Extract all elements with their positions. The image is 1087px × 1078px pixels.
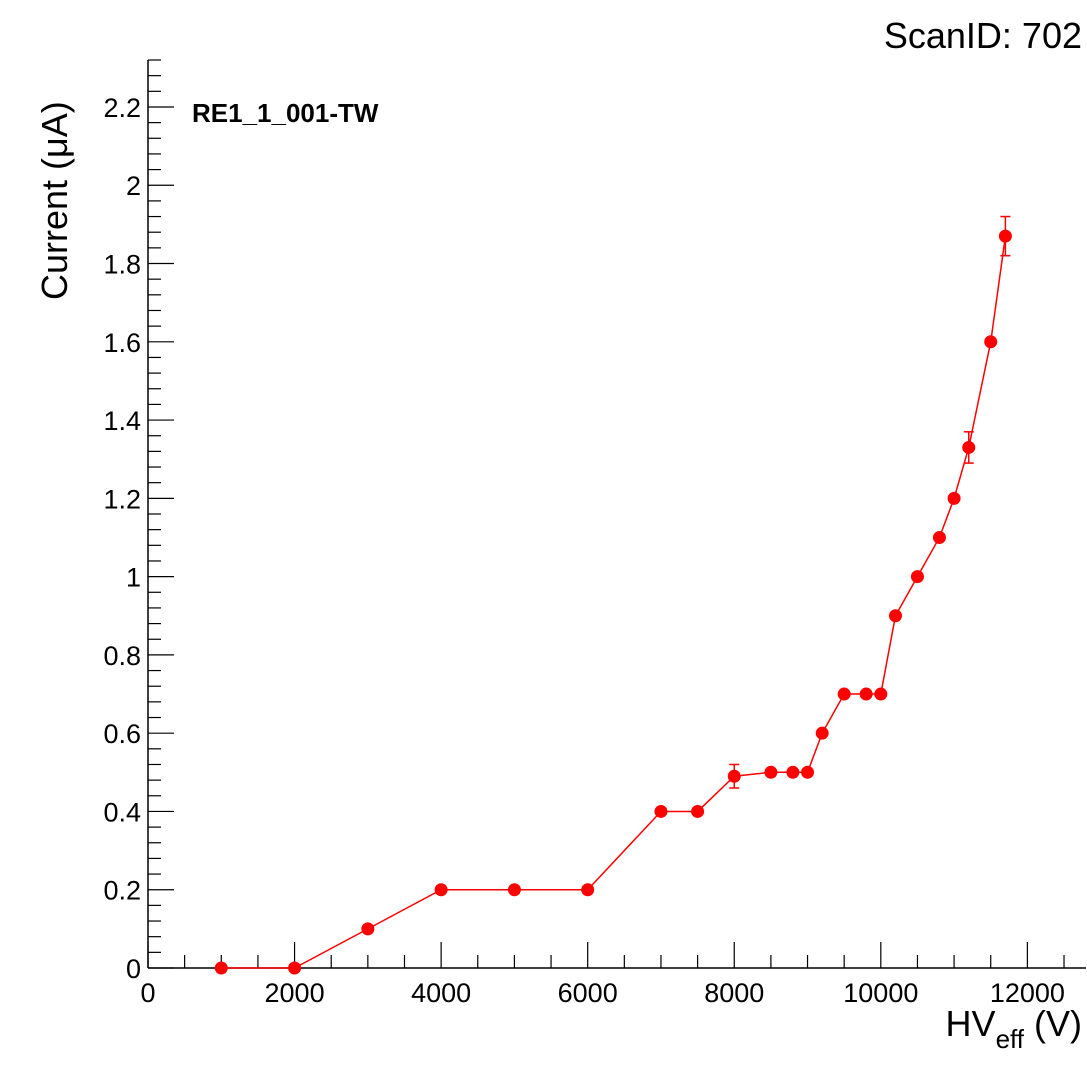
scan-id-label: ScanID: 702 (884, 15, 1082, 56)
x-tick-label: 10000 (843, 978, 918, 1008)
x-tick-label: 12000 (990, 978, 1065, 1008)
data-point (910, 570, 924, 584)
data-point (691, 804, 705, 818)
data-point (764, 765, 778, 779)
series-layer (214, 215, 1012, 975)
data-point (288, 961, 302, 975)
x-axis-ticks (147, 942, 1065, 968)
y-tick-label: 1 (126, 563, 141, 593)
series-line (221, 236, 1007, 969)
x-axis-title-subscript: eff (996, 1024, 1025, 1054)
data-point (984, 335, 998, 349)
x-axis-title-unit: (V) (1024, 1003, 1082, 1044)
y-axis-title: Current (μA) (34, 101, 75, 300)
data-point (837, 687, 851, 701)
x-tick-label: 8000 (704, 978, 764, 1008)
x-tick-label: 2000 (265, 978, 325, 1008)
data-point (786, 765, 800, 779)
data-point (801, 765, 815, 779)
series-legend-label: RE1_1_001-TW (192, 98, 379, 128)
y-tick-label: 0 (126, 954, 141, 984)
data-point (815, 726, 829, 740)
data-point (874, 687, 888, 701)
data-point (361, 922, 375, 936)
y-tick-label: 1.2 (103, 484, 141, 514)
y-tick-label: 0.6 (103, 719, 141, 749)
y-tick-label: 1.8 (103, 250, 141, 280)
data-point (947, 491, 961, 505)
x-tick-label: 6000 (558, 978, 618, 1008)
data-point (654, 804, 668, 818)
x-tick-label: 0 (140, 978, 155, 1008)
y-tick-label: 2 (126, 171, 141, 201)
data-point (507, 883, 521, 897)
plot-frame (147, 60, 1086, 969)
data-point (888, 609, 902, 623)
data-point (581, 883, 595, 897)
data-point (859, 687, 873, 701)
y-axis-ticks (148, 59, 174, 969)
y-tick-label: 1.4 (103, 406, 141, 436)
y-tick-label: 0.8 (103, 641, 141, 671)
y-tick-label: 0.4 (103, 797, 141, 827)
x-tick-label: 4000 (411, 978, 471, 1008)
data-point (998, 229, 1012, 243)
y-tick-label: 0.2 (103, 876, 141, 906)
data-point (214, 961, 228, 975)
data-point (962, 440, 976, 454)
y-tick-label: 2.2 (103, 93, 141, 123)
data-point (434, 883, 448, 897)
data-point (727, 769, 741, 783)
x-axis-title: HVeff (V) (946, 1003, 1082, 1054)
y-axis-tick-labels: 0 0.2 0.4 0.6 0.8 1 1.2 1.4 1.6 1.8 2 2.2 (103, 93, 141, 984)
x-axis-tick-labels: 0 2000 4000 6000 8000 10000 12000 (140, 978, 1064, 1008)
data-point (932, 530, 946, 544)
y-tick-label: 1.6 (103, 328, 141, 358)
x-axis-title-main: HV (946, 1003, 996, 1044)
